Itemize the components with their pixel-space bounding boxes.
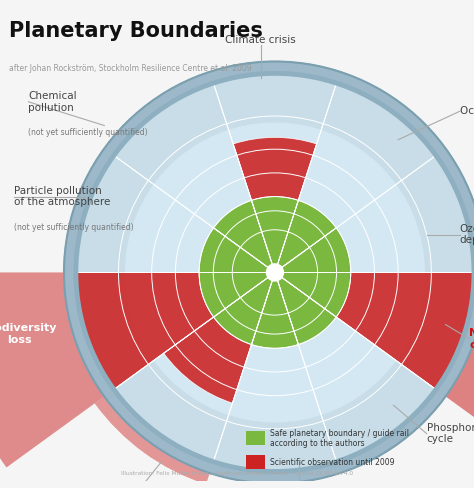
Bar — [246, 431, 265, 446]
Wedge shape — [199, 272, 275, 317]
Text: Ozone
depletion: Ozone depletion — [460, 224, 474, 245]
Wedge shape — [76, 272, 275, 389]
Circle shape — [266, 264, 283, 281]
Wedge shape — [252, 272, 298, 348]
Circle shape — [76, 73, 474, 471]
Text: Particle pollution
of the atmosphere: Particle pollution of the atmosphere — [14, 186, 110, 207]
Wedge shape — [275, 272, 474, 426]
Text: Chemical
pollution: Chemical pollution — [28, 91, 77, 113]
Wedge shape — [252, 197, 298, 272]
Wedge shape — [214, 272, 275, 345]
Wedge shape — [275, 200, 336, 272]
Bar — [246, 455, 265, 469]
Text: Phosphorus
cycle: Phosphorus cycle — [427, 423, 474, 445]
Wedge shape — [164, 272, 275, 403]
Text: after Johan Rockström, Stockholm Resilience Centre et al. 2009: after Johan Rockström, Stockholm Resilie… — [9, 64, 252, 73]
Circle shape — [64, 61, 474, 484]
Text: (not yet sufficiently quantified): (not yet sufficiently quantified) — [14, 223, 134, 232]
Text: (not yet sufficiently quantified): (not yet sufficiently quantified) — [28, 128, 148, 137]
Wedge shape — [95, 272, 275, 484]
Wedge shape — [199, 228, 275, 272]
Wedge shape — [275, 272, 336, 345]
Wedge shape — [0, 272, 275, 468]
Wedge shape — [275, 272, 351, 317]
Wedge shape — [214, 200, 275, 272]
Text: Planetary Boundaries: Planetary Boundaries — [9, 21, 264, 41]
Text: Climate crisis: Climate crisis — [225, 35, 296, 45]
Wedge shape — [233, 137, 317, 272]
Wedge shape — [275, 272, 474, 389]
Text: Scientific observation until 2009: Scientific observation until 2009 — [270, 458, 395, 467]
Text: Biodiversity
loss: Biodiversity loss — [0, 323, 56, 345]
Text: Nitrogen
cycle: Nitrogen cycle — [469, 328, 474, 349]
Text: Safe planetary boundary / guide rail
according to the authors: Safe planetary boundary / guide rail acc… — [270, 428, 409, 448]
Circle shape — [126, 123, 424, 422]
Text: Ocean acidification: Ocean acidification — [460, 106, 474, 116]
Wedge shape — [275, 228, 351, 272]
Text: Illustration: Felix Müller (www.zukunft-nebenmachen.de)  Licence CC-BY-SA 4.0: Illustration: Felix Müller (www.zukunft-… — [121, 471, 353, 476]
